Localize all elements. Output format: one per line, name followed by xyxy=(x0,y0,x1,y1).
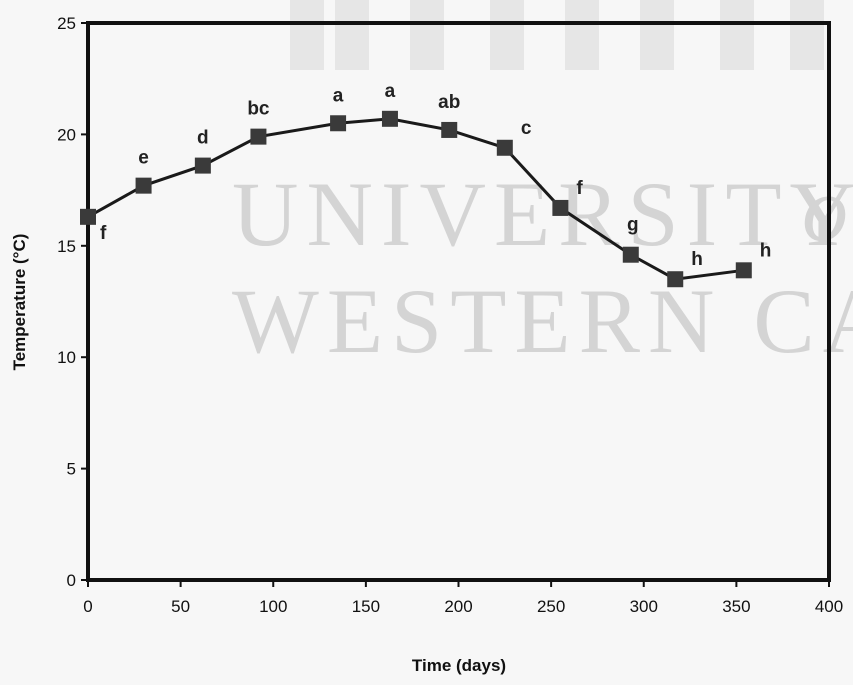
x-tick-label: 200 xyxy=(444,597,472,616)
x-tick-label: 350 xyxy=(722,597,750,616)
watermark-columns xyxy=(290,0,824,70)
watermark-line-1: UNIVERSITY xyxy=(232,163,853,265)
x-tick-label: 0 xyxy=(83,597,92,616)
y-tick-label: 5 xyxy=(67,460,76,479)
data-point xyxy=(735,262,752,279)
point-label: h xyxy=(691,249,703,270)
point-label: bc xyxy=(247,99,270,120)
data-point xyxy=(667,271,684,288)
point-label: h xyxy=(760,240,772,261)
x-tick-label: 150 xyxy=(352,597,380,616)
point-label: a xyxy=(385,81,396,102)
x-axis: 0 50 100 150 200 250 300 350 400 xyxy=(83,580,843,616)
point-label: c xyxy=(521,118,532,139)
x-tick-label: 100 xyxy=(259,597,287,616)
point-label: ab xyxy=(438,92,460,113)
point-label: e xyxy=(138,148,149,169)
y-tick-label: 20 xyxy=(57,125,76,144)
data-point xyxy=(552,199,569,216)
y-tick-label: 25 xyxy=(57,14,76,33)
y-tick-label: 10 xyxy=(57,348,76,367)
x-tick-label: 250 xyxy=(537,597,565,616)
data-point xyxy=(250,128,267,145)
data-point xyxy=(381,110,398,127)
data-point xyxy=(496,139,513,156)
x-tick-label: 400 xyxy=(815,597,843,616)
data-point xyxy=(441,121,458,138)
y-axis: 0 5 10 15 20 25 xyxy=(57,14,88,590)
point-label: a xyxy=(333,85,344,106)
data-point xyxy=(80,208,96,225)
y-tick-label: 0 xyxy=(67,571,76,590)
data-point xyxy=(622,246,639,263)
point-labels: f e d bc a a ab c f g h h xyxy=(100,81,771,270)
point-label: f xyxy=(576,178,583,199)
x-tick-label: 50 xyxy=(171,597,190,616)
point-label: d xyxy=(197,128,209,149)
data-point xyxy=(135,177,152,194)
data-point xyxy=(194,157,211,174)
watermark: UNIVERSITY of WESTERN CA xyxy=(232,0,853,372)
data-markers xyxy=(80,110,752,288)
point-label: g xyxy=(627,215,639,236)
y-axis-title: Temperature (°C) xyxy=(10,234,29,371)
data-point xyxy=(330,115,347,132)
y-tick-label: 15 xyxy=(57,237,76,256)
watermark-line-2: WESTERN CA xyxy=(232,270,853,372)
x-axis-title: Time (days) xyxy=(412,656,506,675)
point-label: f xyxy=(100,223,107,244)
x-tick-label: 300 xyxy=(630,597,658,616)
